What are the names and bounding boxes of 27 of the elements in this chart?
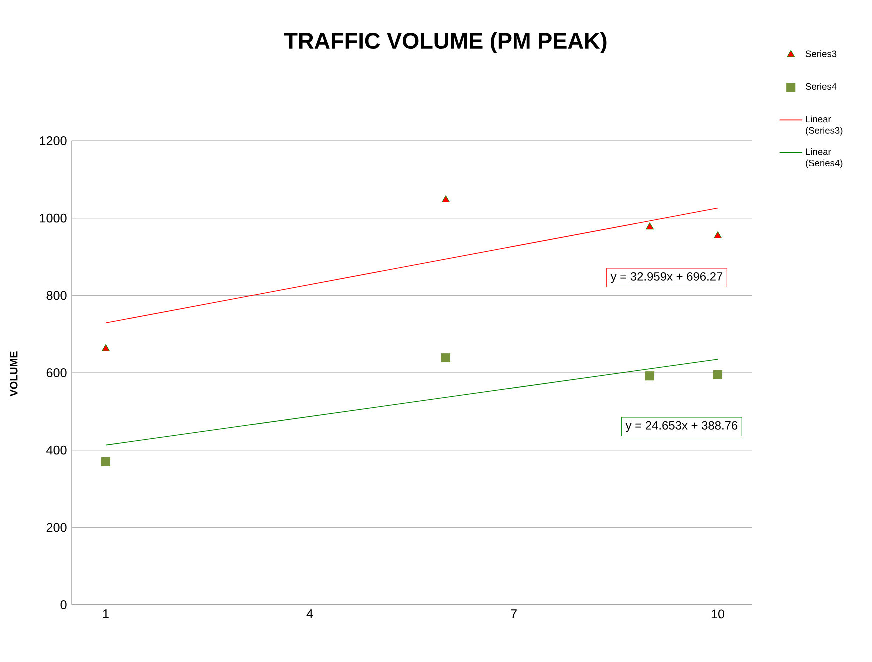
x-tick-label: 10 bbox=[712, 610, 725, 619]
legend-label: Linear (Series4) bbox=[806, 148, 843, 168]
point bbox=[441, 353, 451, 362]
point bbox=[101, 457, 111, 466]
point bbox=[645, 372, 655, 381]
y-tick-label: 600 bbox=[46, 368, 67, 378]
legend-label: Series3 bbox=[806, 50, 837, 58]
y-tick-label: 800 bbox=[46, 291, 67, 300]
y-tick-label: 400 bbox=[46, 446, 67, 455]
annotation: y = 24.653x + 388.76 bbox=[626, 421, 738, 432]
point bbox=[713, 370, 723, 380]
point bbox=[442, 196, 450, 203]
annotation: y = 32.959x + 696.27 bbox=[610, 272, 723, 284]
legend-label: Linear (Series3) bbox=[806, 116, 843, 136]
y-tick-label: 1000 bbox=[40, 214, 67, 223]
point bbox=[714, 232, 722, 239]
point bbox=[646, 222, 654, 230]
point bbox=[102, 344, 110, 352]
y-tick-label: 200 bbox=[46, 523, 67, 532]
x-tick-label: 1 bbox=[103, 610, 109, 618]
x-tick-label: 4 bbox=[306, 610, 314, 618]
y-tick-label: 1200 bbox=[40, 136, 67, 146]
legend-label: Series4 bbox=[806, 83, 837, 90]
chart-title: TRAFFIC VOLUME (PM PEAK) bbox=[284, 32, 607, 54]
y-axis-title: VOLUME bbox=[10, 352, 18, 397]
y-tick-label: 0 bbox=[60, 600, 67, 610]
x-tick-label: 7 bbox=[511, 610, 517, 618]
